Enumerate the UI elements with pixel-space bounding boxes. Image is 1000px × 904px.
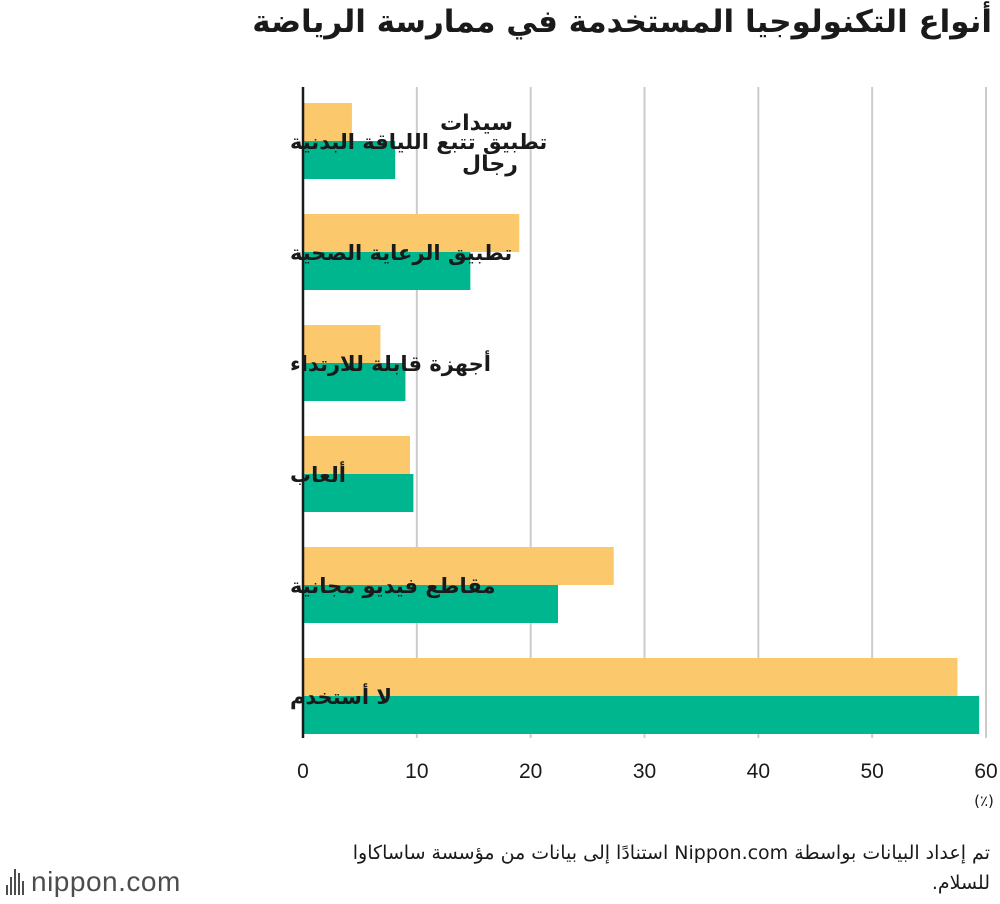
legend: سيدات رجال	[440, 111, 518, 177]
bar-chart: تطبيق تتبع اللياقة البدنية تطبيق الرعاية …	[290, 87, 998, 810]
bar-women-4	[303, 547, 614, 585]
category-labels: تطبيق تتبع اللياقة البدنية تطبيق الرعاية …	[290, 130, 547, 709]
bar-men-1	[303, 252, 471, 290]
bars	[303, 103, 980, 734]
legend-label-men: رجال	[462, 152, 518, 177]
bar-women-0	[303, 103, 352, 141]
category-label-0: تطبيق تتبع اللياقة البدنية	[290, 130, 547, 154]
tick-label-20: 20	[519, 760, 542, 783]
tick-label-40: 40	[747, 760, 770, 783]
chart-title: أنواع التكنولوجيا المستخدمة في ممارسة ال…	[252, 4, 992, 40]
bar-men-0	[303, 141, 396, 179]
tick-label-50: 50	[860, 760, 883, 783]
grid-lines	[415, 87, 987, 738]
bar-women-3	[303, 436, 411, 474]
nippon-logo: nippon.com	[6, 866, 181, 898]
tick-label-60: 60	[974, 760, 997, 783]
category-label-5: لا أستخدم	[290, 682, 392, 709]
legend-label-women: سيدات	[440, 111, 513, 136]
source-note: تم إعداد البيانات بواسطة Nippon.com استن…	[352, 842, 990, 894]
bar-men-3	[303, 474, 414, 512]
logo-suffix: .com	[118, 866, 181, 897]
bar-men-4	[303, 585, 558, 623]
bar-men-5	[303, 696, 980, 734]
tick-label-30: 30	[633, 760, 656, 783]
bar-men-2	[303, 363, 406, 401]
bar-women-1	[303, 214, 520, 252]
x-axis-ticks: 0 10 20 30 40 50 60 (٪)	[297, 760, 998, 810]
category-label-4: مقاطع فيديو مجانية	[290, 574, 495, 598]
category-label-1: تطبيق الرعاية الصحية	[290, 241, 512, 265]
bar-women-5	[303, 658, 958, 696]
tick-label-10: 10	[405, 760, 428, 783]
tick-label-0: 0	[297, 760, 309, 783]
logo-text: nippon	[31, 866, 119, 897]
category-label-3: ألعاب	[290, 460, 346, 487]
bar-women-2	[303, 325, 381, 363]
category-label-2: أجهزة قابلة للارتداء	[290, 349, 491, 376]
logo-bars-icon	[6, 869, 24, 895]
unit-label: (٪)	[974, 792, 994, 810]
